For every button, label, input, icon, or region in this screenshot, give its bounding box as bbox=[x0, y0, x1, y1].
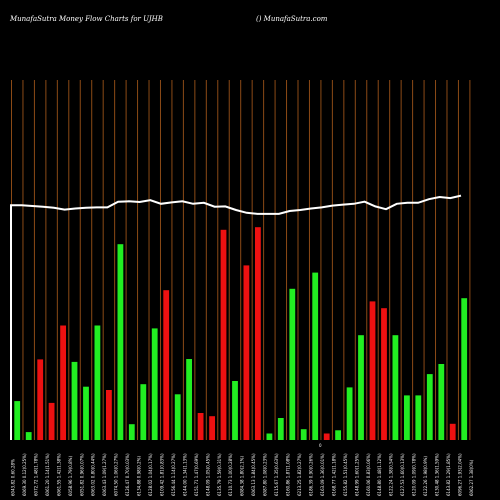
outflow-bar bbox=[323, 433, 330, 440]
x-tick-label: 6087.80 1.08(0.23%) bbox=[263, 453, 268, 496]
x-tick-label: 6058.96 1.79(0.8%) bbox=[68, 456, 73, 496]
inflow-bar bbox=[277, 418, 284, 440]
x-tick-label: 6148.80 1.48(1.12%) bbox=[377, 453, 382, 496]
x-tick-label: 6069.30 0.12(0.25%) bbox=[22, 453, 27, 496]
x-tick-label: 6061.55 1.42(1.38%) bbox=[56, 453, 61, 496]
x-tick-label: 6043.82 0.60.28% bbox=[11, 459, 16, 496]
x-tick-label: 6110.73 1.00(0.28%) bbox=[228, 453, 233, 496]
x-tick-label: 6143.82 1.29(1.85%) bbox=[446, 453, 451, 496]
outflow-bar bbox=[220, 229, 227, 440]
inflow-bar bbox=[426, 374, 433, 440]
inflow-bar bbox=[300, 429, 307, 440]
x-tick-label: 6122.24 1.38(0.54%) bbox=[389, 453, 394, 496]
chart-title: MunafaSutra Money Flow Charts for UJHB bbox=[10, 15, 163, 23]
inflow-bar bbox=[346, 387, 353, 440]
inflow-bar bbox=[438, 364, 445, 440]
inflow-bar bbox=[25, 432, 32, 440]
inflow-bar bbox=[335, 430, 341, 440]
x-tick-label: 6120.09 1.09(0.78%) bbox=[412, 453, 417, 496]
x-tick-label: 6096.27 1.93(2.04%) bbox=[457, 453, 462, 496]
inflow-bar bbox=[186, 359, 192, 440]
x-tick-label: 6051.82 0.96(0.07%) bbox=[79, 453, 84, 496]
x-tick-label: 6126.47 0.70(0.03%) bbox=[125, 453, 130, 496]
x-tick-label: 6063.02 0.80(0.44%) bbox=[91, 453, 96, 496]
inflow-bar bbox=[71, 361, 78, 440]
inflow-bar bbox=[232, 381, 238, 440]
outflow-bar bbox=[255, 227, 261, 440]
x-tick-label: 6063.43 1.09(1.27%) bbox=[102, 453, 107, 496]
outflow-bar bbox=[243, 265, 250, 440]
inflow-bar bbox=[312, 272, 319, 440]
x-tick-label: 6163.09 1.36(0.01%) bbox=[320, 453, 325, 496]
inflow-bar bbox=[128, 424, 135, 440]
x-tick-label: 6074.50 1.06(0.27%) bbox=[114, 453, 119, 496]
x-tick-label: 6109.42 1.81(0.83%) bbox=[160, 453, 165, 496]
x-tick-label: 6148.09 1.05(0.45%) bbox=[205, 453, 210, 496]
x-tick-label: 6151.71 1.47(0.69%) bbox=[194, 453, 199, 496]
x-tick-label: 6148.99 1.60(1.25%) bbox=[354, 453, 359, 496]
inflow-bar bbox=[461, 298, 468, 440]
inflow-bar bbox=[289, 288, 296, 440]
x-tick-label: 6122.26 1.98(0.9%) bbox=[423, 456, 428, 496]
x-tick-label: 6061.20 1.14(1.51%) bbox=[45, 453, 50, 496]
outflow-bar bbox=[106, 390, 112, 440]
x-tick-label: 6156.44 1.14(0.27%) bbox=[171, 453, 176, 496]
price-line bbox=[10, 194, 462, 440]
inflow-bar bbox=[358, 335, 364, 440]
outflow-bar bbox=[197, 413, 204, 440]
inflow-bar bbox=[140, 384, 147, 440]
x-tick-label: 6168.77 1.42(1.18%) bbox=[331, 453, 336, 496]
x-tick-label: 6062.27 1.38(0%) bbox=[469, 459, 474, 496]
x-tick-label: 6160.86 1.87(1.08%) bbox=[286, 453, 291, 496]
inflow-bar bbox=[392, 335, 399, 440]
outflow-bar bbox=[449, 423, 456, 440]
current-marker-label: 0 bbox=[319, 443, 322, 448]
x-tick-label: 6135.79 1.59(0.31%) bbox=[217, 453, 222, 496]
inflow-bar bbox=[14, 401, 21, 440]
x-tick-label: 6134.88 0.98(0.2%) bbox=[137, 456, 142, 496]
outflow-bar bbox=[163, 290, 170, 440]
inflow-bar bbox=[151, 328, 158, 440]
inflow-bar bbox=[415, 395, 422, 440]
x-tick-label: 6127.53 1.60(0.13%) bbox=[400, 453, 405, 496]
outflow-bar bbox=[37, 359, 44, 440]
x-tick-label: 6130.48 1.36(1.59%) bbox=[435, 453, 440, 496]
inflow-bar bbox=[94, 325, 101, 440]
inflow-bar bbox=[83, 386, 89, 440]
outflow-bar bbox=[60, 325, 66, 440]
x-tick-label: 6115.67 1.35(0.63%) bbox=[274, 453, 279, 496]
x-tick-label: 6072.72 1.48(1.78%) bbox=[33, 453, 38, 496]
x-tick-label: 6160.06 0.83(0.06%) bbox=[366, 453, 371, 496]
outflow-bar bbox=[209, 416, 215, 440]
outflow-bar bbox=[381, 308, 387, 440]
x-tick-label: 6186.39 0.90(0.26%) bbox=[309, 453, 314, 496]
x-tick-label: 6128.02 1.04(0.17%) bbox=[148, 453, 153, 496]
x-tick-label: 6155.82 1.51(0.45%) bbox=[343, 453, 348, 496]
inflow-bar bbox=[404, 395, 410, 440]
x-tick-label: 6213.25 1.82(0.27%) bbox=[297, 453, 302, 496]
outflow-bar bbox=[48, 402, 55, 440]
outflow-bar bbox=[369, 301, 376, 440]
inflow-bar bbox=[266, 433, 273, 440]
x-tick-label: 6084.38 1.80(2.1%) bbox=[240, 456, 245, 496]
x-tick-label: 6063.13 1.84(0.45%) bbox=[251, 453, 256, 496]
site-credit: () MunafaSutra.com bbox=[256, 15, 328, 23]
inflow-bar bbox=[117, 244, 124, 440]
inflow-bar bbox=[174, 394, 181, 440]
x-tick-label: 6144.00 1.34(1.13%) bbox=[182, 453, 187, 496]
